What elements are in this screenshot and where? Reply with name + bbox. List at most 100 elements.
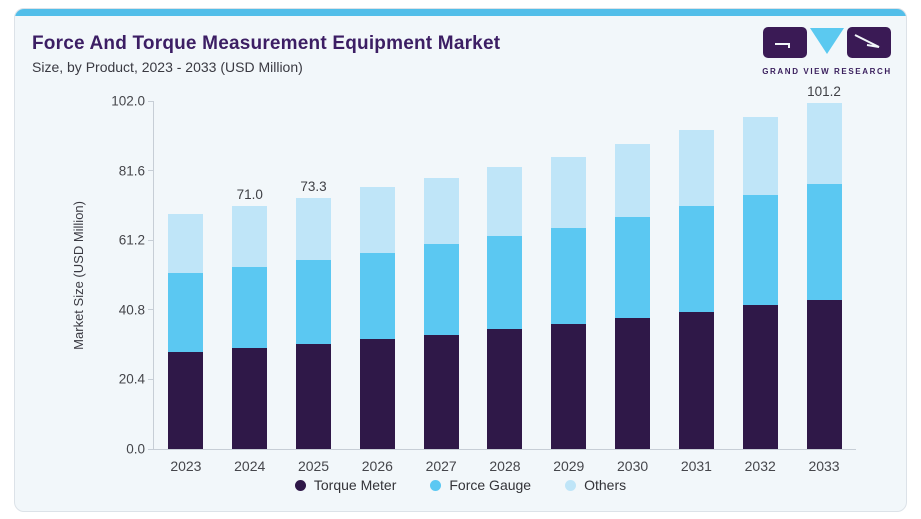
bar-segment-torque-meter	[359, 339, 395, 449]
plot-area: 2023 71.0 2024 73.3 2025 2026 2027 2028 2029 2030…	[111, 84, 856, 474]
chart-card: Force And Torque Measurement Equipment M…	[14, 8, 907, 512]
bar-column: 2030	[601, 101, 665, 474]
bar-column: 2026	[345, 101, 409, 474]
y-tick-label: 102.0	[111, 93, 145, 109]
x-axis-label: 2031	[680, 458, 712, 474]
x-axis-label: 2033	[808, 458, 840, 474]
bar-column: 2028	[473, 101, 537, 474]
bar-segment-force-gauge	[296, 260, 332, 345]
bar-segment-torque-meter	[678, 312, 714, 449]
bar-total-label: 71.0	[236, 186, 263, 202]
legend-label: Torque Meter	[313, 477, 397, 493]
legend-label: Others	[584, 477, 627, 493]
bar-segment-others	[423, 177, 459, 245]
bar-segment-force-gauge	[742, 194, 778, 305]
bar-stack	[296, 198, 332, 449]
bar-segment-torque-meter	[615, 317, 651, 449]
y-tick-label: 81.6	[118, 163, 145, 179]
bar-segment-force-gauge	[232, 266, 268, 349]
bar-segment-torque-meter	[232, 348, 268, 449]
bar-segment-force-gauge	[678, 206, 714, 313]
bar-segment-others	[296, 198, 332, 261]
bar-segment-torque-meter	[487, 328, 523, 449]
legend-dot	[565, 479, 577, 491]
bar-stack	[742, 117, 778, 449]
bar-column: 2027	[409, 101, 473, 474]
x-axis-label: 2029	[553, 458, 585, 474]
y-axis-title: Market Size (USD Million)	[71, 201, 86, 350]
bar-segment-others	[359, 186, 395, 253]
bar-total-label: 101.2	[807, 83, 841, 99]
bar-stack	[551, 156, 587, 449]
x-axis-label: 2026	[361, 458, 393, 474]
y-tick-label: 40.8	[118, 302, 145, 318]
legend: Torque Meter Force Gauge Others	[15, 477, 906, 493]
legend-item: Torque Meter	[294, 477, 397, 493]
bar-stack	[487, 167, 523, 449]
bar-segment-torque-meter	[423, 335, 459, 449]
bar-segment-torque-meter	[551, 324, 587, 449]
bar-stack	[359, 186, 395, 449]
chart-header: Force And Torque Measurement Equipment M…	[32, 33, 746, 75]
bar-segment-torque-meter	[296, 344, 332, 449]
y-tick-mark	[148, 309, 154, 311]
bar-column: 71.0 2024	[218, 101, 282, 474]
bar-stack	[232, 206, 268, 449]
card-accent-bar	[15, 9, 906, 16]
gvr-logo-text: GRAND VIEW RESEARCH	[762, 67, 892, 76]
chart-title: Force And Torque Measurement Equipment M…	[32, 33, 501, 54]
y-tick-label: 20.4	[118, 371, 145, 387]
grand-view-research-logo: GRAND VIEW RESEARCH	[761, 27, 893, 76]
bar-segment-others	[806, 102, 842, 184]
x-axis-label: 2032	[744, 458, 776, 474]
y-tick-mark	[148, 378, 154, 380]
bar-segment-others	[487, 167, 523, 236]
bar-segment-others	[232, 206, 268, 267]
y-tick-label: 0.0	[126, 441, 145, 457]
chart-subtitle: Size, by Product, 2023 - 2033 (USD Milli…	[32, 59, 303, 75]
y-tick-mark	[148, 170, 154, 172]
legend-label: Force Gauge	[449, 477, 532, 493]
legend-dot	[294, 479, 306, 491]
bar-stack	[615, 144, 651, 449]
bar-segment-force-gauge	[487, 235, 523, 329]
legend-item: Others	[565, 477, 626, 493]
y-tick-mark	[148, 448, 154, 450]
x-axis-label: 2027	[425, 458, 457, 474]
bar-segment-others	[168, 214, 204, 274]
bar-segment-force-gauge	[168, 273, 204, 352]
bar-stack	[678, 130, 714, 449]
bar-segment-others	[551, 156, 587, 228]
x-axis-label: 2023	[170, 458, 202, 474]
bar-column: 2032	[728, 101, 792, 474]
legend-item: Force Gauge	[430, 477, 531, 493]
bar-column: 2031	[665, 101, 729, 474]
x-axis-label: 2030	[617, 458, 649, 474]
x-axis-label: 2028	[489, 458, 521, 474]
x-axis-label: 2025	[297, 458, 330, 474]
bar-column: 2029	[537, 101, 601, 474]
bars-container: 2023 71.0 2024 73.3 2025 2026 2027 2028 2029 2030…	[154, 84, 856, 474]
y-tick-mark	[148, 100, 154, 102]
bar-stack	[423, 177, 459, 449]
bar-segment-force-gauge	[551, 227, 587, 325]
bar-segment-torque-meter	[742, 304, 778, 449]
bar-column: 73.3 2025	[282, 101, 346, 474]
legend-dot	[430, 479, 442, 491]
y-tick-mark	[148, 239, 154, 241]
y-tick-label: 61.2	[118, 232, 145, 248]
bar-column: 101.2 2033	[792, 84, 856, 474]
bar-segment-others	[678, 130, 714, 207]
bar-column: 2023	[154, 101, 218, 474]
bar-stack	[168, 214, 204, 449]
bar-segment-torque-meter	[806, 299, 842, 449]
bar-segment-force-gauge	[423, 244, 459, 336]
bar-total-label: 73.3	[300, 178, 327, 194]
bar-segment-force-gauge	[806, 183, 842, 300]
bar-segment-others	[742, 117, 778, 195]
bar-stack	[806, 102, 842, 449]
x-axis-label: 2024	[234, 458, 266, 474]
gvr-logo-mark	[763, 27, 891, 58]
bar-segment-force-gauge	[359, 252, 395, 340]
